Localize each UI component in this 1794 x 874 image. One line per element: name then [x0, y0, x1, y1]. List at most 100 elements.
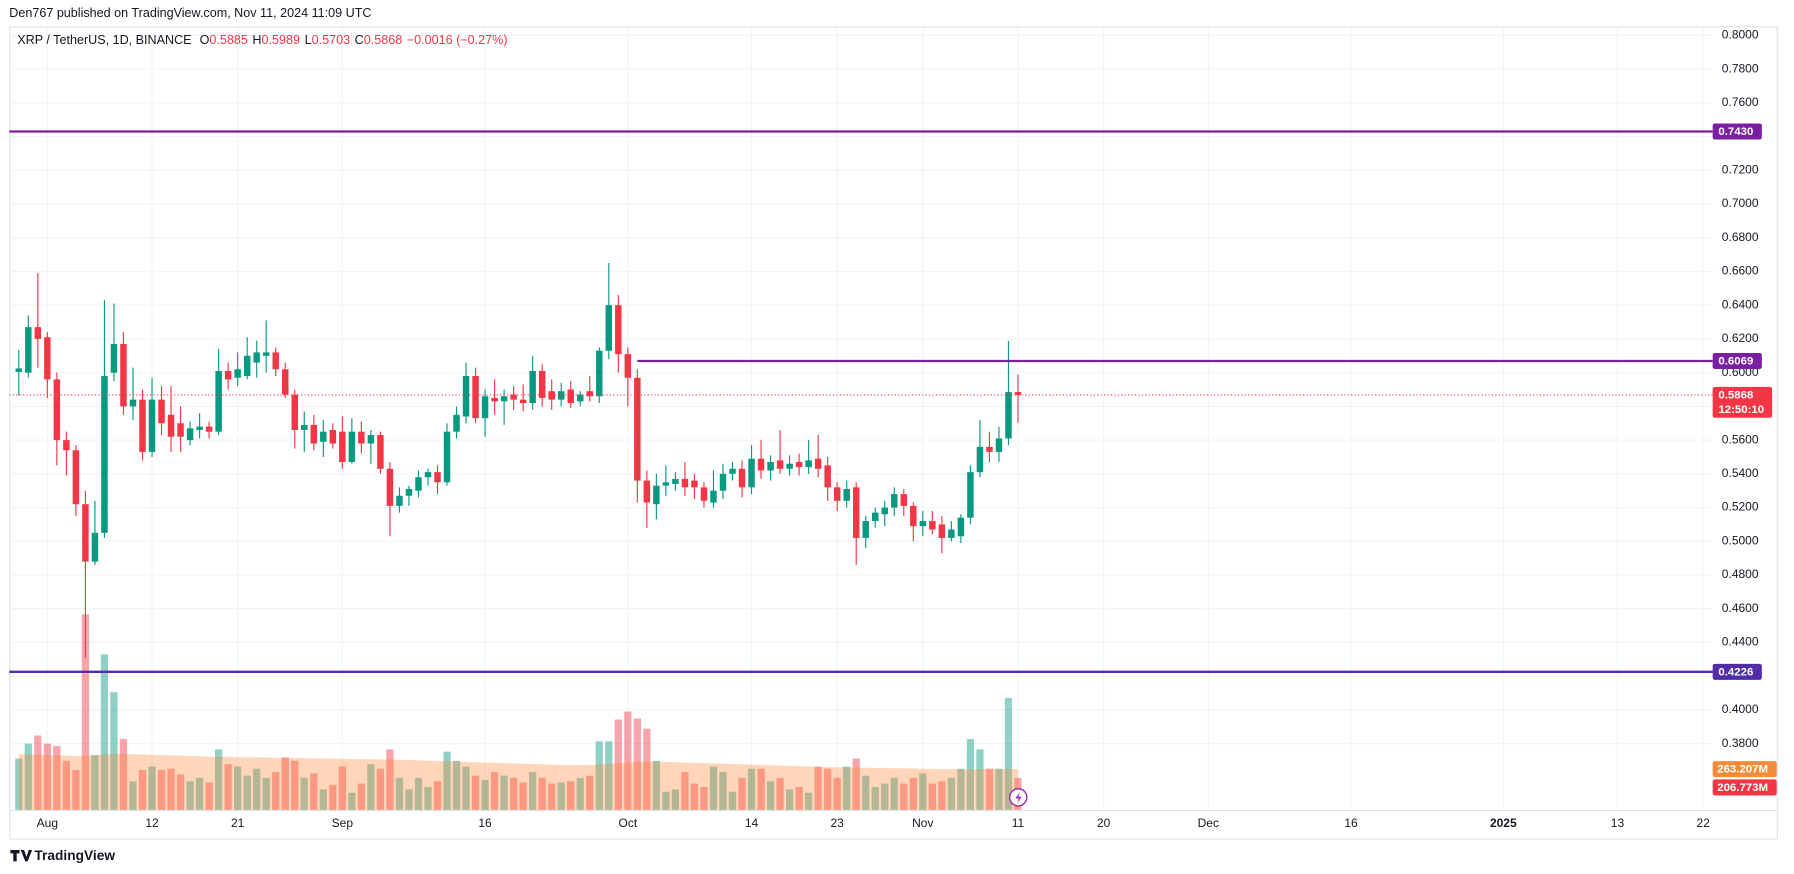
candle-body [348, 431, 356, 463]
volume-bar [234, 766, 242, 810]
candle-body [691, 480, 698, 488]
candle-body [710, 490, 717, 503]
candle-body [177, 423, 184, 437]
volume-bar [529, 772, 537, 810]
candle-body [205, 426, 213, 432]
candle-body [681, 478, 689, 488]
volume-bar [53, 745, 61, 810]
footer-brand: TradingView [34, 848, 115, 863]
volume-bar [395, 777, 404, 810]
volume-bar [548, 783, 556, 810]
candle-body [472, 376, 479, 419]
candle-body [738, 468, 746, 488]
y-tick-label: 0.7000 [1722, 196, 1759, 210]
volume-bar [490, 772, 499, 810]
candle-body [262, 352, 270, 356]
volume-bar [824, 768, 832, 810]
volume-bar [671, 789, 680, 810]
x-tick-label: Dec [1198, 816, 1219, 830]
volume-bar [462, 766, 470, 810]
candle-body [957, 517, 965, 537]
candle-body [282, 369, 289, 395]
volume-bar [119, 738, 128, 810]
x-tick-label: Nov [912, 816, 933, 830]
volume-bar [338, 766, 346, 810]
volume-bar [500, 775, 508, 810]
volume-tag [1712, 779, 1777, 796]
candle-body [234, 369, 241, 378]
candle-body [291, 394, 298, 430]
volume-bar [700, 786, 708, 810]
x-tick-label: Oct [618, 816, 637, 830]
x-tick-label: Sep [332, 816, 354, 830]
publisher-note: Den767 published on TradingView.com, Nov… [9, 6, 371, 20]
candle-body [824, 465, 831, 488]
replay-icon[interactable] [1008, 788, 1028, 807]
candle-body [748, 458, 755, 488]
candle-body [557, 391, 565, 400]
candle-body [101, 376, 108, 533]
volume-bar [586, 775, 594, 810]
ohlc-letter: L [305, 34, 312, 48]
candle-body [833, 487, 841, 501]
volume-bar [957, 768, 965, 810]
volume-bar [148, 766, 156, 810]
volume-bar [719, 772, 727, 810]
candle-body [577, 394, 584, 402]
volume-bar [433, 781, 442, 810]
y-tick-label: 0.5000 [1722, 533, 1759, 547]
y-tick-label: 0.5400 [1722, 466, 1759, 480]
volume-bar [243, 775, 251, 810]
candle-body [358, 431, 365, 444]
ohlc-value: 0.5703 [312, 34, 350, 48]
level-tag-label: 0.6069 [1718, 356, 1753, 368]
volume-bar [414, 777, 423, 810]
change-value: −0.0016 (−0.27%) [407, 34, 508, 48]
y-tick-label: 0.4400 [1722, 635, 1759, 649]
candle-body [653, 485, 660, 505]
candle-body [624, 354, 632, 378]
candle-body [396, 495, 403, 506]
x-tick-label: 12 [145, 816, 159, 830]
candle-body [938, 524, 946, 538]
candle-body [510, 394, 517, 400]
candle-body [215, 370, 222, 432]
volume-bar [938, 781, 946, 810]
volume-bar [291, 760, 299, 810]
volume-bar [595, 741, 603, 810]
candle-body [253, 352, 260, 363]
candle-body [424, 472, 432, 478]
candle-body [881, 507, 888, 515]
y-tick-label: 0.8000 [1722, 28, 1759, 42]
volume-bar [728, 791, 737, 810]
volume-bar [91, 755, 99, 810]
volume-bar [652, 760, 660, 810]
candle-body [462, 376, 470, 417]
volume-tag-label: 263.207M [1717, 764, 1768, 776]
footer-logo: TradingView [10, 848, 115, 863]
candle-body [919, 521, 927, 527]
volume-tag-label: 206.773M [1717, 782, 1768, 794]
volume-bar [909, 777, 917, 810]
x-tick-label: 13 [1611, 816, 1625, 830]
y-tick-label: 0.4000 [1722, 702, 1759, 716]
volume-bar [138, 769, 147, 810]
candle-body [872, 512, 879, 522]
candle-body [310, 424, 318, 444]
ohlc-value: 0.5868 [364, 34, 402, 48]
volume-bar [890, 777, 898, 810]
candle-body [814, 458, 822, 469]
y-tick-label: 0.6800 [1722, 230, 1759, 244]
legend-header: XRP / TetherUS, 1D, BINANCE O0.5885 H0.598… [17, 34, 507, 48]
volume-bar [995, 768, 1003, 810]
volume-bar [557, 782, 565, 810]
volume-ma-area [18, 753, 1018, 810]
candle-body [986, 446, 993, 452]
volume-bar [633, 718, 641, 810]
volume-bar [224, 764, 232, 810]
symbol-title: XRP / TetherUS, 1D, BINANCE [17, 34, 191, 48]
volume-bar [881, 783, 889, 810]
x-tick-label: 14 [745, 816, 759, 830]
